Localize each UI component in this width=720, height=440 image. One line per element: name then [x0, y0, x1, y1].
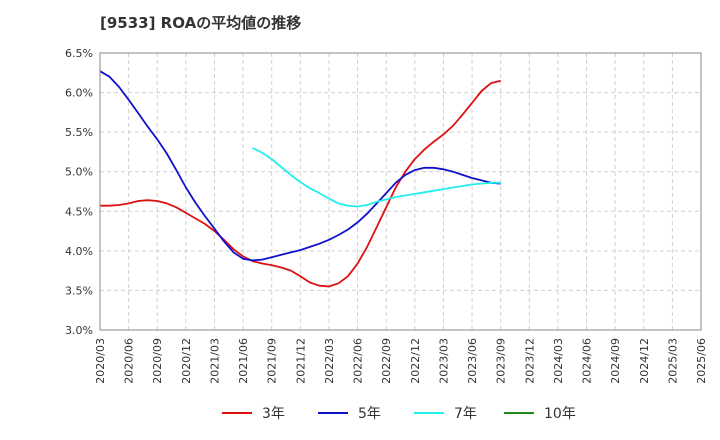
x-tick-label: 2025/06: [695, 338, 708, 384]
legend-label: 5年: [358, 406, 381, 422]
x-tick-label: 2025/03: [666, 338, 679, 384]
x-tick-label: 2020/03: [94, 338, 107, 384]
x-tick-label: 2024/06: [581, 338, 594, 384]
x-tick-label: 2023/03: [437, 338, 450, 384]
y-tick-label: 4.5%: [65, 205, 93, 218]
y-tick-label: 3.0%: [65, 324, 93, 337]
x-tick-label: 2020/09: [151, 338, 164, 384]
x-tick-label: 2023/12: [523, 338, 536, 384]
y-tick-label: 4.0%: [65, 245, 93, 258]
series-line: [252, 147, 501, 208]
y-axis-ticks: 3.0% 3.5% 4.0% 4.5% 5.0% 5.5% 6.0% 6.5%: [65, 47, 93, 337]
x-tick-label: 2021/06: [237, 338, 250, 384]
y-tick-label: 5.5%: [65, 126, 93, 139]
x-tick-label: 2020/12: [180, 338, 193, 384]
x-tick-label: 2024/03: [552, 338, 565, 384]
series-lines: [99, 70, 501, 288]
legend-label: 10年: [544, 406, 576, 422]
legend: 3年 5年 7年 10年: [222, 406, 576, 422]
x-tick-label: 2022/09: [380, 338, 393, 384]
x-tick-label: 2024/12: [638, 338, 651, 384]
x-tick-label: 2024/09: [609, 338, 622, 384]
y-tick-label: 6.0%: [65, 87, 93, 100]
x-tick-label: 2022/06: [352, 338, 365, 384]
x-tick-label: 2021/09: [266, 338, 279, 384]
chart-title: [9533] ROAの平均値の推移: [100, 14, 301, 32]
x-tick-label: 2021/12: [294, 338, 307, 384]
x-tick-label: 2023/06: [466, 338, 479, 384]
legend-label: 7年: [454, 406, 477, 422]
gridlines: [100, 53, 701, 330]
x-tick-label: 2021/03: [208, 338, 221, 384]
x-tick-label: 2020/06: [123, 338, 136, 384]
y-tick-label: 3.5%: [65, 284, 93, 297]
series-line: [99, 70, 501, 262]
x-tick-label: 2022/12: [409, 338, 422, 384]
y-tick-label: 6.5%: [65, 47, 93, 60]
y-tick-label: 5.0%: [65, 166, 93, 179]
x-tick-label: 2022/03: [323, 338, 336, 384]
x-axis-ticks: 2020/03 2020/06 2020/09 2020/12 2021/03 2021/…: [94, 338, 708, 384]
plot-frame: [99, 52, 702, 331]
legend-label: 3年: [262, 406, 285, 422]
x-tick-label: 2023/09: [495, 338, 508, 384]
series-line: [100, 79, 501, 288]
